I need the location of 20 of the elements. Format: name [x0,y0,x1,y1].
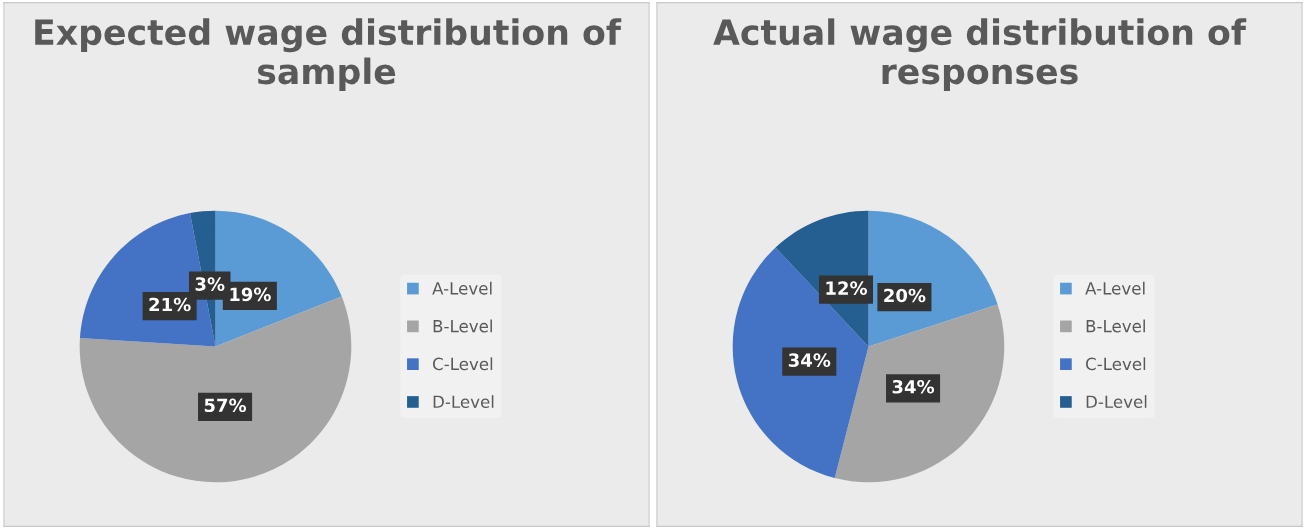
pie-slice [834,304,1005,483]
legend-label: C-Level [1086,357,1146,371]
data-label: 57% [204,398,247,413]
data-label: 34% [788,353,831,367]
pie-slice [732,247,869,479]
data-label: 19% [230,287,271,302]
legend-label: B-Level [433,319,492,333]
chart-title: Expected wage distribution of sample [35,18,622,92]
legend-label: A-Level [432,281,492,295]
data-label: 21% [149,297,191,312]
legend-label: A-Level [1085,281,1145,295]
data-label: 12% [826,281,868,295]
legend-label: B-Level [1086,319,1145,333]
legend-label: D-Level [433,395,494,409]
data-label: 20% [884,288,926,303]
data-label: 34% [892,379,935,394]
chart-title: Actual wage distribution of responses [713,18,1247,92]
legend-label: C-Level [433,357,493,371]
legend-label: D-Level [1086,395,1147,409]
data-label: 3% [195,277,225,291]
